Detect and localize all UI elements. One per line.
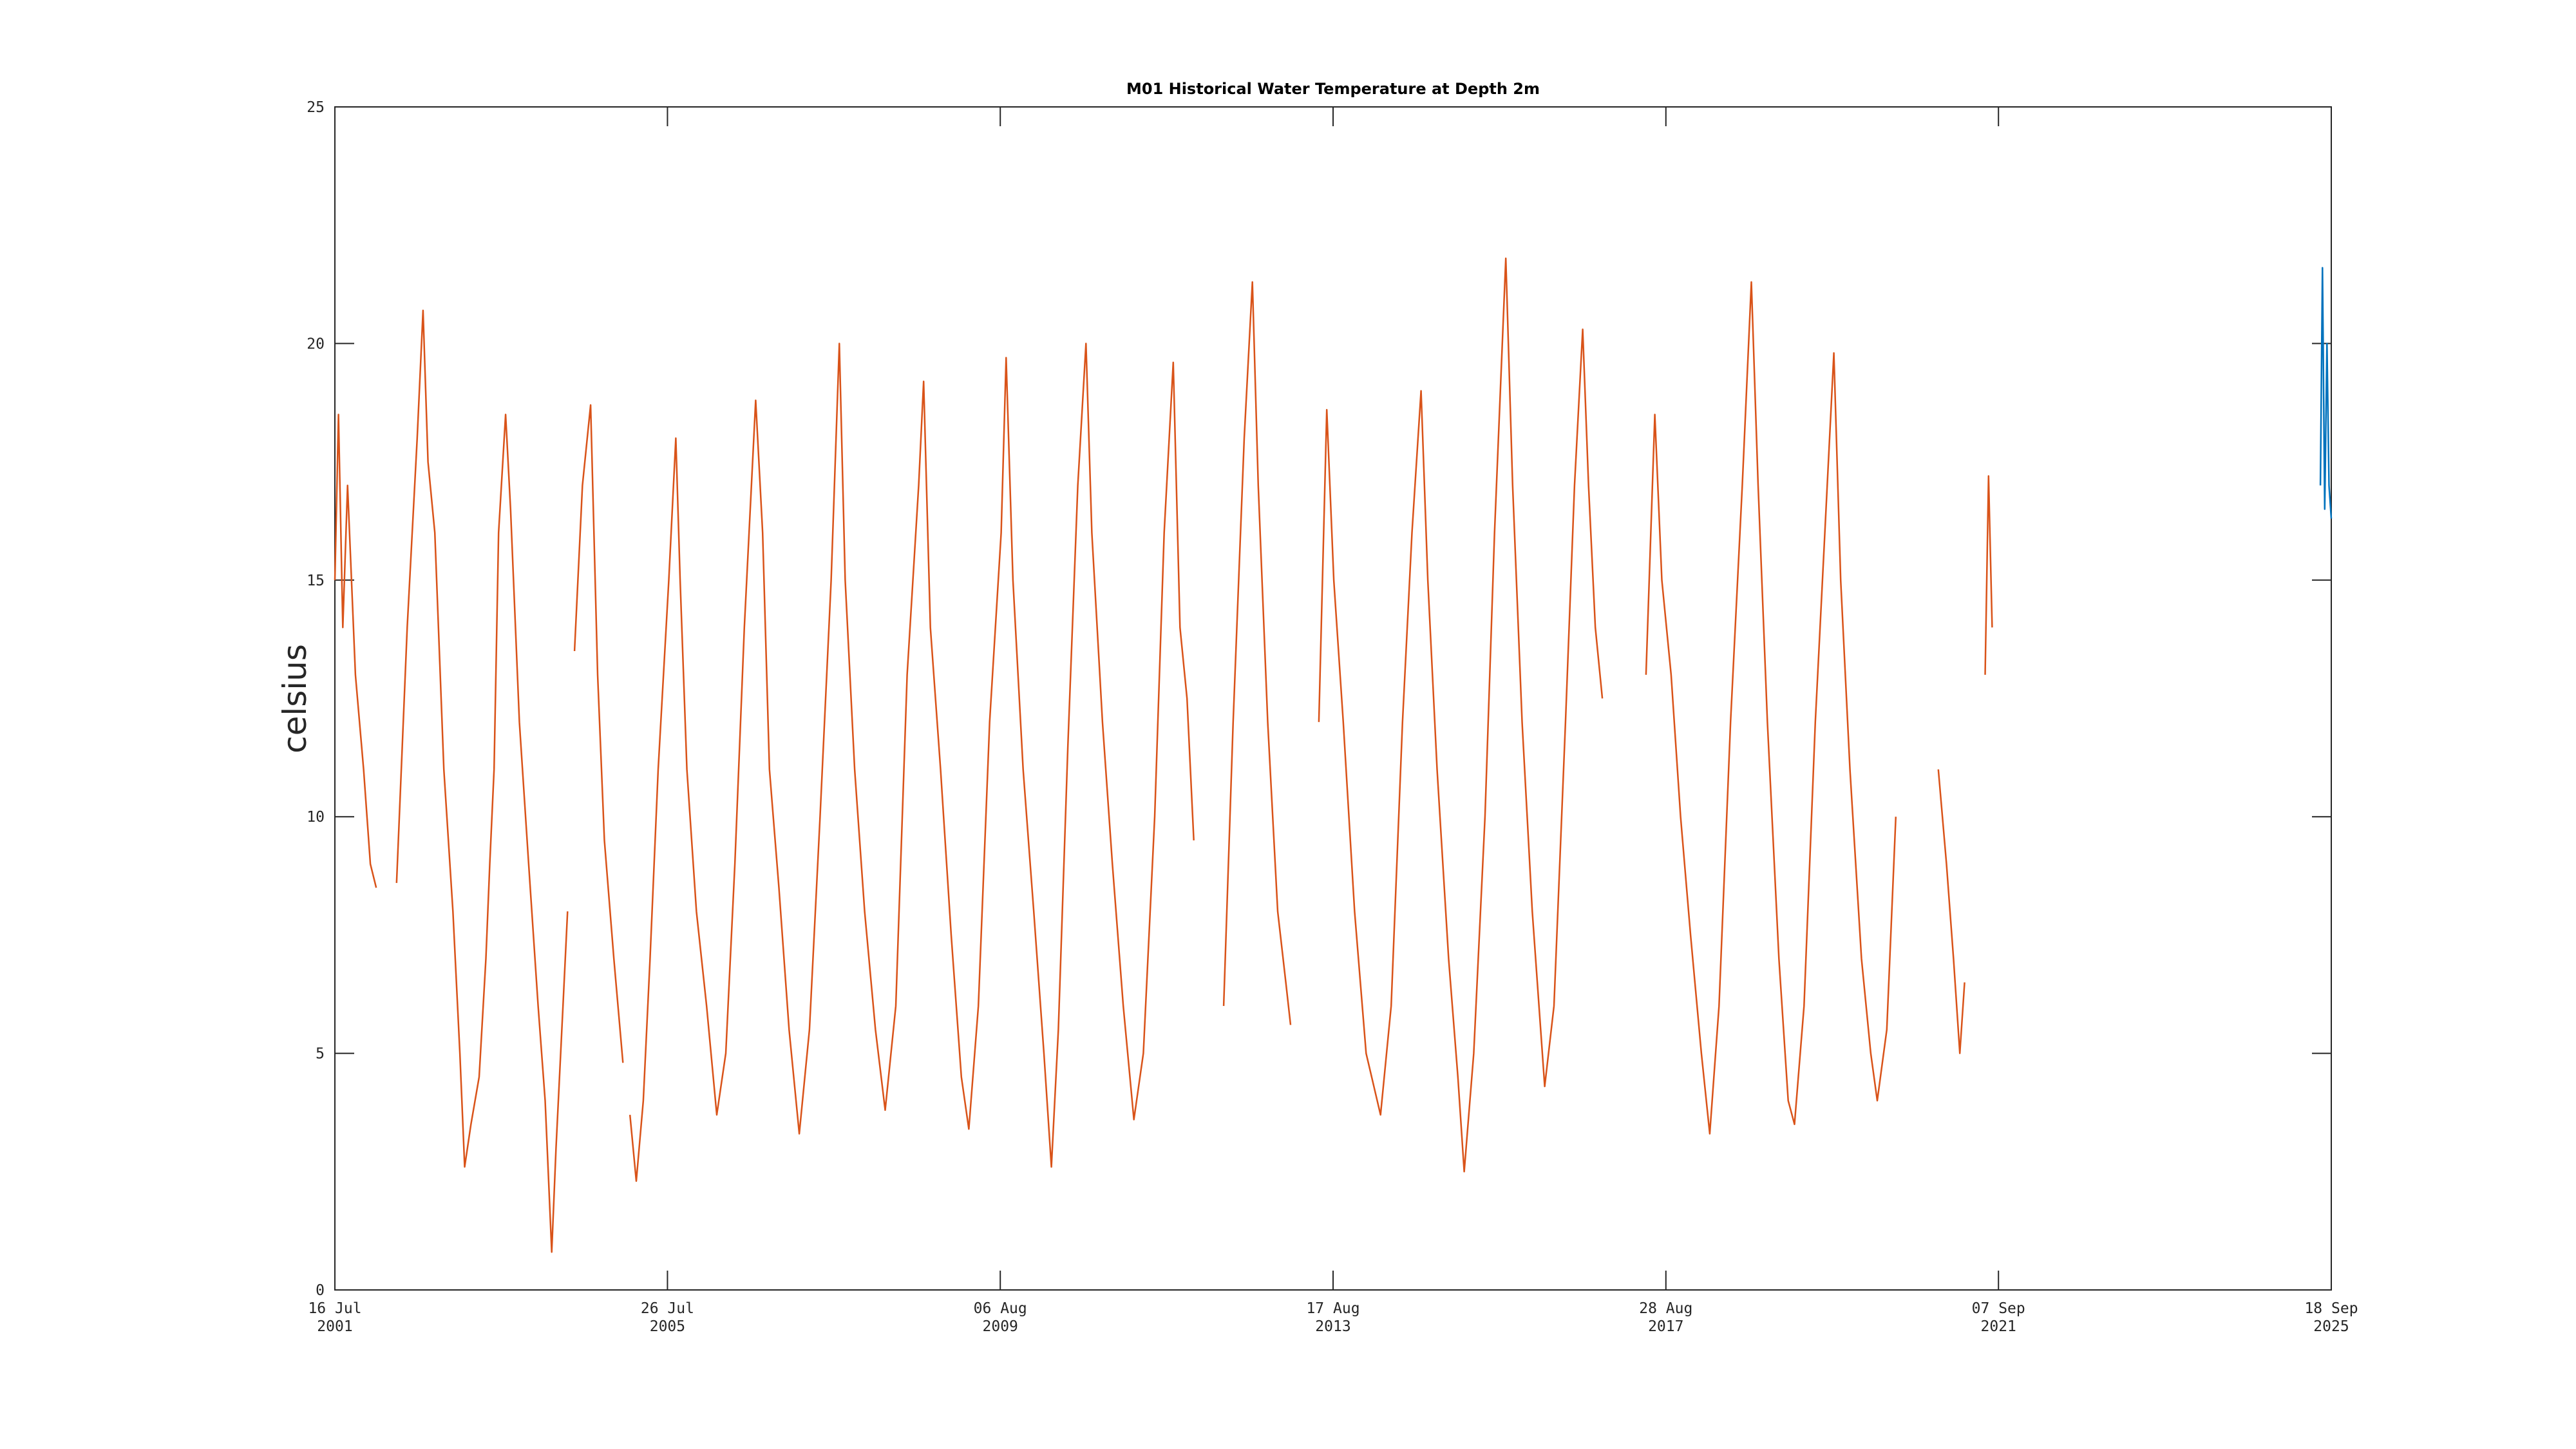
- chart-title: M01 Historical Water Temperature at Dept…: [1126, 80, 1540, 98]
- data-line: [334, 257, 1993, 1253]
- y-tick-label: 10: [307, 809, 325, 826]
- x-tick-label: 06 Aug 2009: [974, 1300, 1027, 1335]
- y-tick-label: 25: [307, 99, 325, 116]
- y-tick-label: 15: [307, 573, 325, 589]
- x-tick-label: 07 Sep 2021: [1972, 1300, 2025, 1335]
- x-tick-label: 28 Aug 2017: [1639, 1300, 1692, 1335]
- data-line: [2319, 267, 2333, 519]
- x-tick-label: 18 Sep 2025: [2304, 1300, 2358, 1335]
- x-tick-label: 26 Jul 2005: [641, 1300, 694, 1335]
- y-tick-label: 0: [316, 1282, 325, 1299]
- plot-box: [334, 106, 2332, 1291]
- x-tick-label: 16 Jul 2001: [308, 1300, 361, 1335]
- y-tick-label: 5: [316, 1046, 325, 1063]
- x-tick-label: 17 Aug 2013: [1306, 1300, 1359, 1335]
- y-tick-label: 20: [307, 336, 325, 352]
- y-axis-label: celsius: [276, 644, 314, 753]
